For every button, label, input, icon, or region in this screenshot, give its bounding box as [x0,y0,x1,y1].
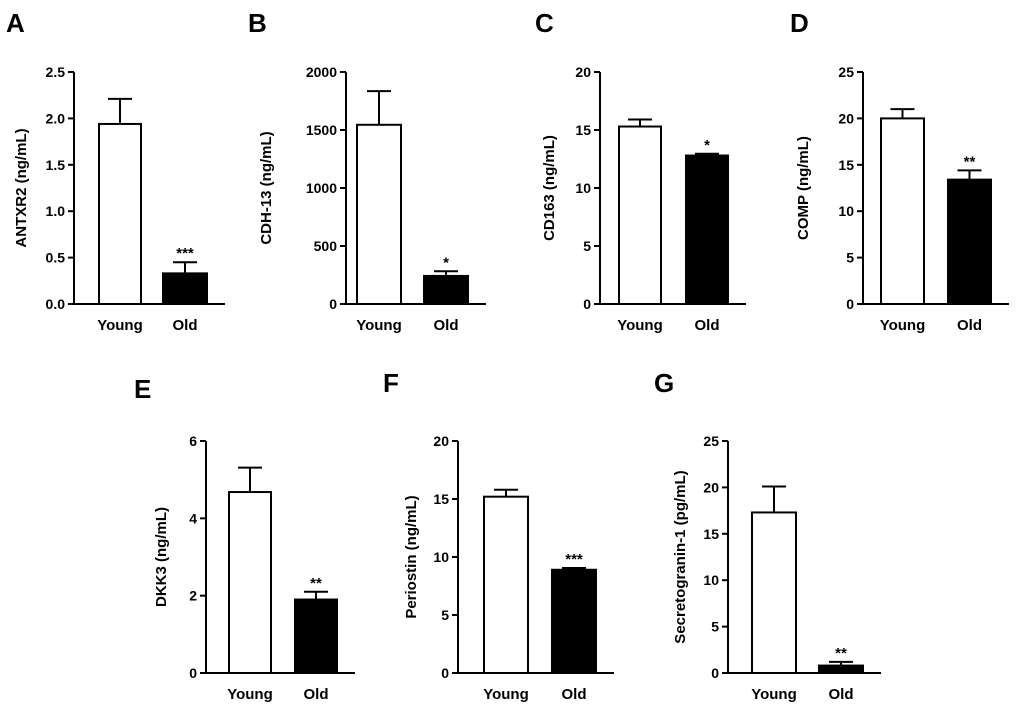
significance-label: ** [835,645,847,662]
panel-a: A 0.0 0.5 1.0 1.5 2.0 2.5 ANTXR2 (ng/mL) Young **… [6,8,225,334]
y-tick-label: 20 [703,479,719,495]
y-tick-label: 5 [846,250,854,266]
x-category-label: Young [617,317,663,334]
x-category-label: Young [97,317,143,334]
bar-old [162,272,208,306]
x-category-label: Old [562,686,587,703]
panel-letter: D [790,8,809,38]
y-tick-label: 0 [329,296,337,312]
y-tick-label: 5 [441,607,449,623]
bar-young [98,122,142,305]
significance-label: * [443,254,449,271]
panel-letter: G [654,368,674,398]
y-axis-title: Periostin (ng/mL) [403,495,420,618]
y-tick-label: 15 [575,122,591,138]
bar-young [618,125,662,305]
bar-old [294,598,338,674]
bar-young [751,511,797,674]
y-tick-label: 25 [838,64,854,80]
panel-e: E 0 2 4 6 DKK3 (ng/mL) Young ** Old [134,374,355,703]
significance-label: *** [565,551,583,568]
panel-d: D 0 5 10 15 20 25 COMP (ng/mL) Young ** Old [790,8,1009,334]
y-tick-label: 6 [189,433,197,449]
y-tick-label: 1.5 [46,157,66,173]
y-tick-label: 0.5 [46,250,66,266]
y-tick-label: 0.0 [46,296,66,312]
y-tick-label: 10 [838,203,854,219]
y-axis-title: COMP (ng/mL) [795,136,812,240]
y-axis-title: CD163 (ng/mL) [541,135,558,241]
y-tick-label: 2 [189,588,197,604]
significance-label: * [704,137,710,154]
x-category-label: Young [880,317,926,334]
bar-old [818,664,864,674]
y-tick-label: 20 [575,64,591,80]
y-tick-label: 1500 [306,122,337,138]
x-category-label: Young [483,686,529,703]
significance-label: ** [310,575,322,592]
y-axis-title: ANTXR2 (ng/mL) [13,128,30,247]
panel-letter: A [6,8,25,38]
bar-young [483,495,529,674]
y-tick-label: 5 [711,619,719,635]
y-axis-title: DKK3 (ng/mL) [153,507,170,607]
significance-label: ** [964,153,976,170]
bar-young [880,117,925,306]
x-category-label: Young [227,686,273,703]
y-axis-title: Secretogranin-1 (pg/mL) [672,470,689,643]
x-category-label: Old [304,686,329,703]
y-tick-label: 15 [433,491,449,507]
y-tick-label: 15 [838,157,854,173]
x-category-label: Old [829,686,854,703]
y-tick-label: 20 [838,110,854,126]
y-tick-label: 0 [711,665,719,681]
y-tick-label: 5 [583,238,591,254]
y-tick-label: 20 [433,433,449,449]
y-tick-label: 2000 [306,64,337,80]
panel-c: C 0 5 10 15 20 CD163 (ng/mL) Young * Old [535,8,746,334]
x-category-label: Young [356,317,402,334]
y-tick-label: 4 [189,510,197,526]
x-category-label: Old [957,317,982,334]
panel-f: F 0 5 10 15 20 Periostin (ng/mL) Young *** Old [383,368,614,703]
bar-young [228,491,272,675]
bar-old [551,568,597,675]
y-tick-label: 0 [583,296,591,312]
y-tick-label: 15 [703,526,719,542]
bar-old [685,154,729,305]
x-category-label: Old [173,317,198,334]
significance-label: *** [176,245,194,262]
y-tick-label: 2.0 [46,110,66,126]
bar-young [356,123,402,305]
y-tick-label: 10 [703,572,719,588]
bar-old [947,178,992,305]
x-category-label: Old [434,317,459,334]
y-tick-label: 500 [314,238,338,254]
y-tick-label: 25 [703,433,719,449]
y-tick-label: 2.5 [46,64,66,80]
y-tick-label: 10 [575,180,591,196]
y-tick-label: 1.0 [46,203,66,219]
panel-letter: B [248,8,267,38]
x-category-label: Young [751,686,797,703]
panel-g: G 0 5 10 15 20 25 Secretogranin-1 (pg/mL) Young *… [654,368,881,703]
bar-old [423,274,469,306]
panel-letter: C [535,8,554,38]
panel-letter: E [134,374,151,404]
y-tick-label: 0 [846,296,854,312]
y-tick-label: 0 [189,665,197,681]
panel-b: B 0 500 1000 1500 2000 CDH-13 (ng/mL) Young * Old [248,8,486,334]
y-tick-label: 0 [441,665,449,681]
panel-letter: F [383,368,399,398]
y-tick-label: 1000 [306,180,337,196]
y-tick-label: 10 [433,549,449,565]
y-axis-title: CDH-13 (ng/mL) [258,131,275,244]
x-category-label: Old [695,317,720,334]
